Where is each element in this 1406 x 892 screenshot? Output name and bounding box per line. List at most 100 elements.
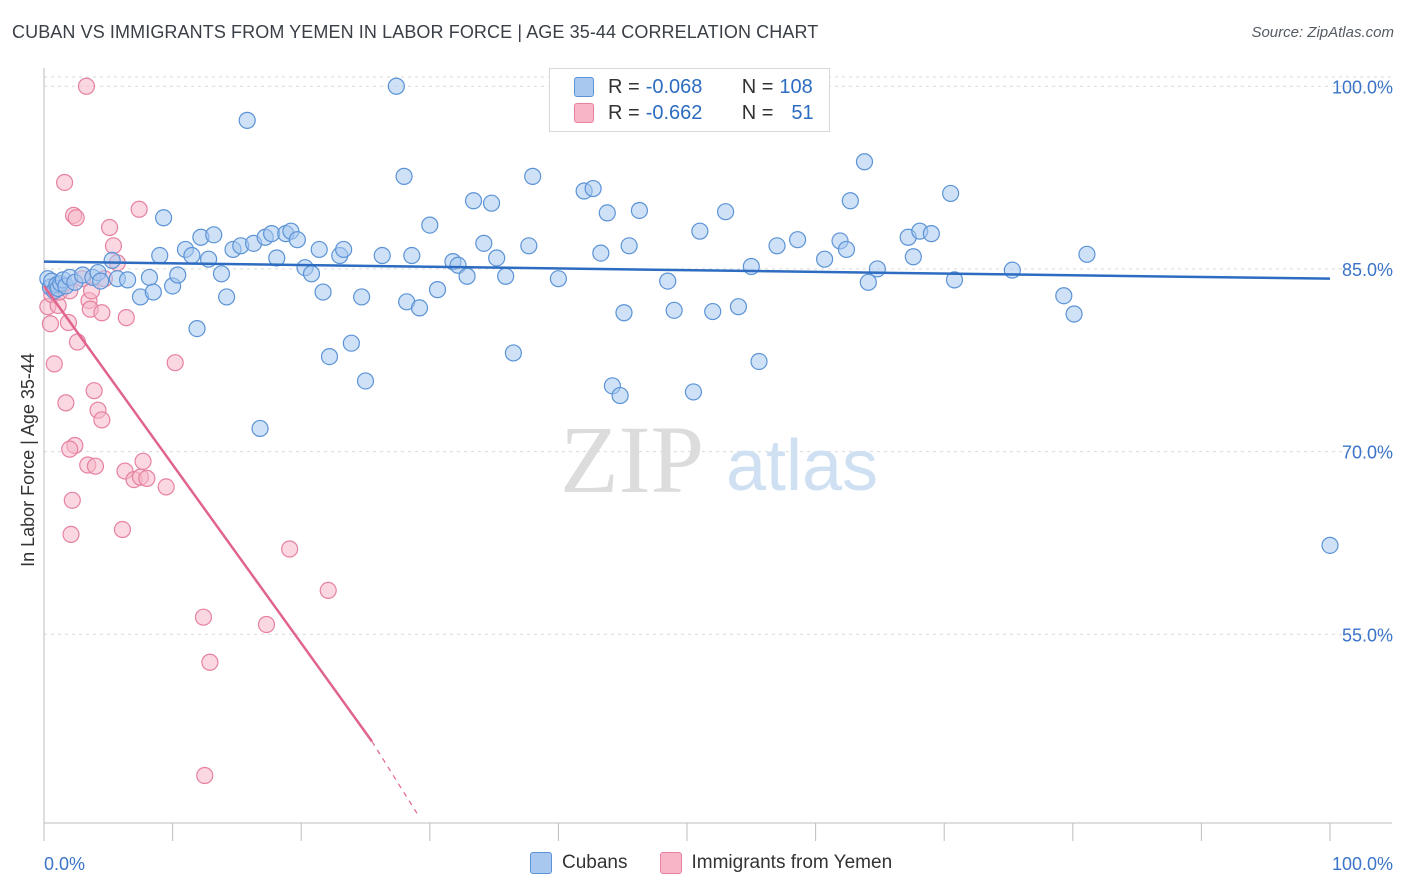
yemen-point (100, 218, 119, 237)
cuban-point (288, 231, 306, 249)
source-label: Source: ZipAtlas.com (1251, 24, 1394, 41)
cuban-point (387, 77, 405, 95)
cuban-point (816, 250, 834, 268)
legend-n-label: N = (741, 75, 774, 98)
yemen-point (194, 608, 213, 626)
cuban-point (395, 167, 413, 185)
cuban-point (458, 267, 476, 285)
gridlines (44, 76, 1392, 635)
y-tick-label: 85.0% (1342, 260, 1393, 280)
cuban-point (314, 283, 332, 301)
cuban-point (584, 179, 602, 198)
trend-lines (42, 260, 1331, 814)
yemen-point (63, 491, 81, 509)
yemen-point (130, 200, 148, 218)
yemen-point (57, 394, 75, 412)
cuban-point (488, 249, 506, 267)
series-cubans-points (39, 77, 1339, 554)
cuban-point (611, 386, 629, 405)
cuban-point (353, 288, 371, 306)
cuban-point (373, 246, 391, 265)
cuban-point (592, 244, 610, 262)
yemen-point (93, 304, 111, 322)
legend-n-label: N = (741, 101, 774, 124)
yemen-point (319, 581, 337, 600)
yemen-point (41, 315, 60, 333)
cuban-point (855, 153, 874, 171)
cuban-point (342, 334, 360, 352)
cuban-point (750, 352, 768, 371)
yemen-trend-line (42, 285, 373, 743)
cuban-point (144, 283, 162, 301)
cuban-point (218, 288, 236, 306)
cuban-point (410, 299, 429, 317)
yemen-point (201, 653, 219, 671)
axes (43, 68, 1392, 841)
cuban-point (598, 204, 616, 222)
cuban-point (403, 246, 421, 265)
yemen-point (55, 173, 74, 192)
legend-swatch-cubans (574, 77, 594, 97)
cuban-point (859, 273, 877, 291)
cuban-point (788, 231, 807, 249)
cuban-point (1065, 305, 1083, 323)
bottom-legend: Cubans Immigrants from Yemen (530, 852, 924, 874)
cuban-point (482, 194, 501, 212)
yemen-point (196, 766, 214, 785)
cuban-point (630, 201, 649, 220)
yemen-point (45, 355, 63, 373)
x-tick-label-max: 100.0% (1332, 854, 1393, 874)
watermark-atlas: atlas (726, 426, 878, 506)
cuban-point (310, 240, 328, 259)
watermark-zip: ZIP (560, 406, 704, 513)
cuban-point (665, 301, 683, 319)
cuban-point (684, 383, 703, 401)
cubans-trend-line (43, 260, 1331, 280)
legend-row-cubans: R = -0.068 N = 108 (574, 74, 813, 100)
yemen-point (117, 309, 135, 327)
cuban-point (154, 209, 173, 227)
cuban-point (497, 267, 515, 285)
yemen-point (104, 237, 123, 255)
cuban-point (942, 184, 960, 203)
cuban-point (302, 265, 321, 283)
series-yemen-points (39, 77, 337, 785)
yemen-point (77, 77, 96, 95)
cuban-point (524, 167, 542, 185)
legend-row-yemen: R = -0.662 N = 51 (574, 100, 814, 126)
cuban-point (549, 270, 568, 288)
cuban-point (169, 266, 187, 284)
yemen-point (113, 520, 132, 539)
cuban-point (118, 271, 137, 289)
bottom-legend-yemen: Immigrants from Yemen (659, 852, 893, 874)
cuban-point (1078, 245, 1096, 263)
cuban-point (428, 281, 447, 299)
cuban-point (691, 222, 709, 240)
cuban-point (464, 192, 483, 210)
y-tick-label: 100.0% (1332, 77, 1393, 97)
cuban-point (238, 111, 256, 129)
cuban-point (904, 248, 922, 266)
cuban-point (320, 348, 339, 366)
yemen-point (85, 382, 103, 400)
cuban-point (768, 237, 786, 255)
cuban-point (103, 251, 121, 270)
yemen-point (138, 469, 156, 487)
cuban-point (1321, 536, 1339, 554)
yemen-point (61, 440, 79, 458)
y-tick-label: 55.0% (1342, 625, 1393, 645)
yemen-point (257, 615, 276, 634)
cuban-point (841, 192, 859, 210)
cuban-point (356, 372, 375, 390)
bottom-legend-cubans: Cubans (530, 852, 628, 874)
yemen-point (166, 354, 184, 372)
yemen-point (93, 411, 111, 429)
bottom-legend-swatch-yemen (659, 852, 682, 874)
bottom-legend-swatch-cubans (530, 852, 552, 874)
cuban-point (922, 225, 940, 243)
bottom-legend-label-yemen: Immigrants from Yemen (691, 852, 893, 873)
cuban-point (659, 272, 677, 290)
cuban-point (504, 344, 522, 362)
chart-title: CUBAN VS IMMIGRANTS FROM YEMEN IN LABOR … (12, 22, 819, 42)
yemen-point (86, 457, 105, 475)
